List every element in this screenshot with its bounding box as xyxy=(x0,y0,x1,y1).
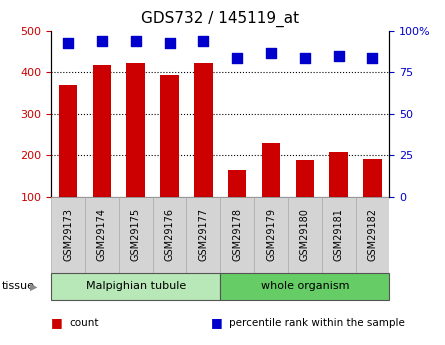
Point xyxy=(301,55,308,60)
Title: GDS732 / 145119_at: GDS732 / 145119_at xyxy=(141,11,299,27)
Bar xyxy=(194,63,213,197)
Point xyxy=(200,38,207,44)
Text: GSM29174: GSM29174 xyxy=(97,208,107,261)
Bar xyxy=(51,197,85,273)
Bar xyxy=(220,273,389,300)
Point xyxy=(369,55,376,60)
Bar xyxy=(119,197,153,273)
Point xyxy=(234,55,241,60)
Bar xyxy=(363,159,382,197)
Text: GSM29179: GSM29179 xyxy=(266,208,276,261)
Bar xyxy=(153,197,186,273)
Text: ▶: ▶ xyxy=(30,282,38,291)
Bar xyxy=(322,197,356,273)
Point xyxy=(166,40,173,46)
Text: GSM29173: GSM29173 xyxy=(63,208,73,261)
Text: ■: ■ xyxy=(211,316,223,329)
Text: Malpighian tubule: Malpighian tubule xyxy=(85,282,186,291)
Bar xyxy=(254,197,288,273)
Point xyxy=(132,38,139,44)
Bar xyxy=(51,273,220,300)
Bar xyxy=(329,152,348,197)
Bar xyxy=(160,75,179,197)
Bar xyxy=(220,197,254,273)
Bar xyxy=(356,197,389,273)
Point xyxy=(267,50,275,55)
Text: GSM29176: GSM29176 xyxy=(165,208,174,261)
Text: percentile rank within the sample: percentile rank within the sample xyxy=(229,318,405,327)
Text: GSM29182: GSM29182 xyxy=(368,208,377,261)
Bar xyxy=(186,197,220,273)
Text: tissue: tissue xyxy=(2,282,35,291)
Bar xyxy=(85,197,119,273)
Bar xyxy=(295,160,314,197)
Text: count: count xyxy=(69,318,98,327)
Bar xyxy=(126,63,145,197)
Bar xyxy=(288,197,322,273)
Point xyxy=(335,53,342,59)
Bar xyxy=(262,143,280,197)
Text: whole organism: whole organism xyxy=(261,282,349,291)
Bar xyxy=(93,65,111,197)
Text: GSM29181: GSM29181 xyxy=(334,208,344,261)
Text: GSM29178: GSM29178 xyxy=(232,208,242,261)
Point xyxy=(98,38,105,44)
Text: ■: ■ xyxy=(51,316,63,329)
Point xyxy=(65,40,72,46)
Bar xyxy=(228,170,247,197)
Text: GSM29177: GSM29177 xyxy=(198,208,208,261)
Bar xyxy=(59,85,77,197)
Text: GSM29175: GSM29175 xyxy=(131,208,141,261)
Text: GSM29180: GSM29180 xyxy=(300,208,310,261)
